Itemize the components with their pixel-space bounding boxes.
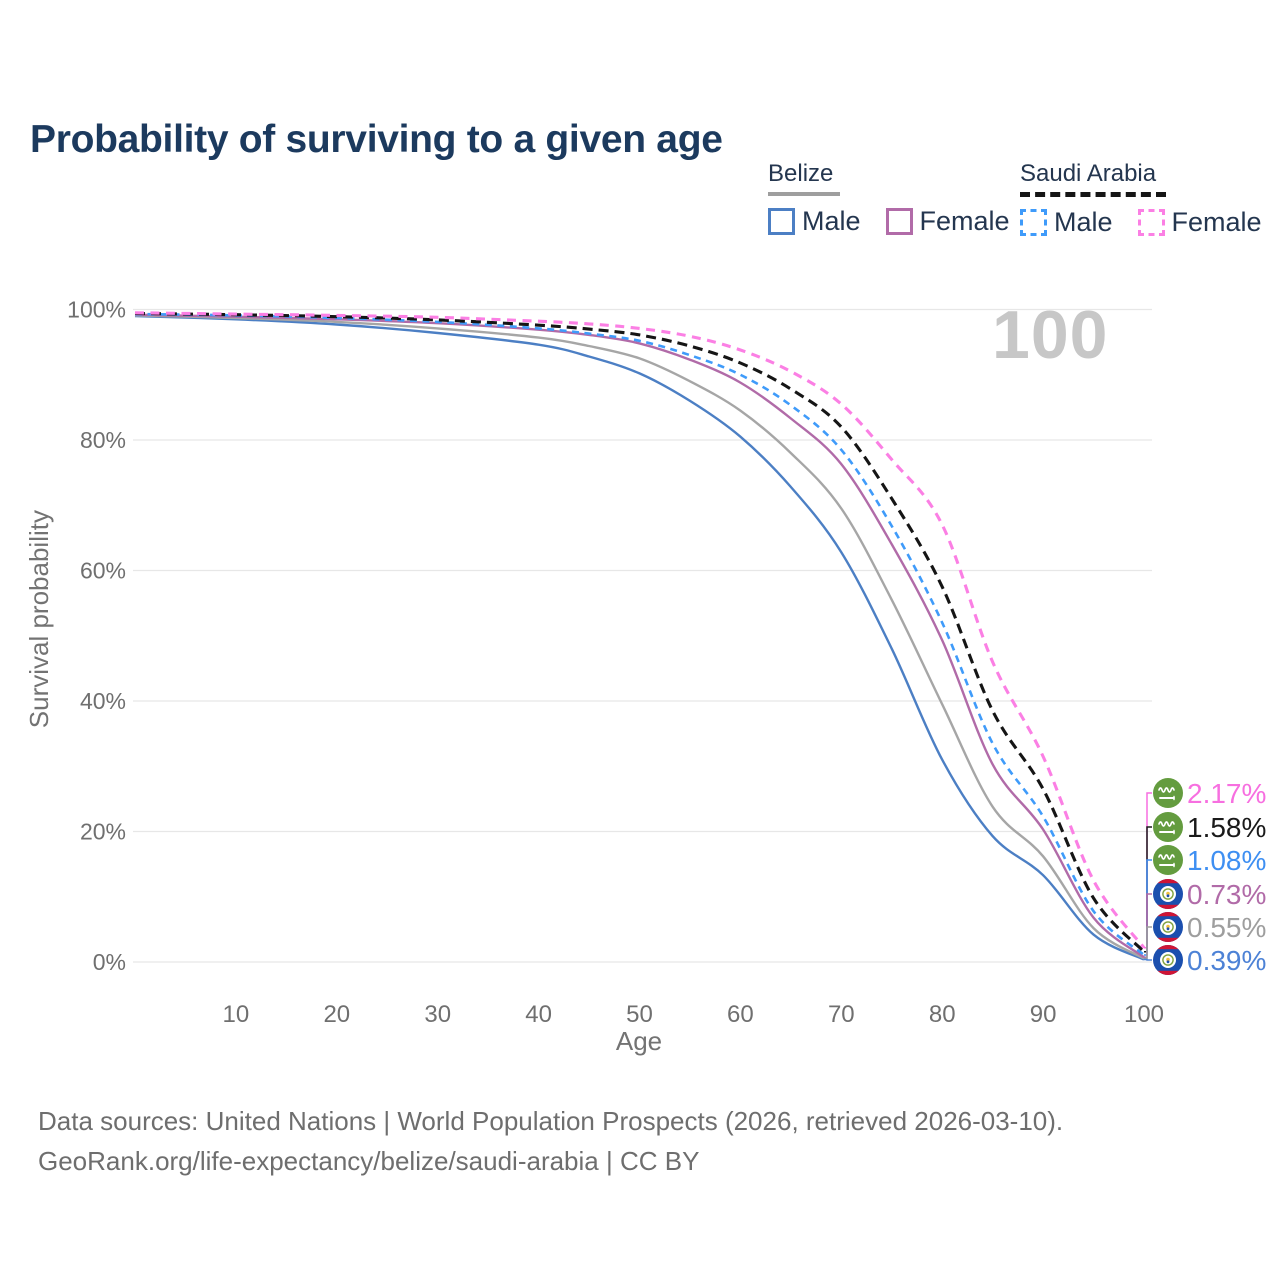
legend-group-belize: Belize Male Female	[768, 160, 1035, 237]
leader-line-belize-total	[1144, 926, 1152, 960]
survival-chart: 0% 20% 40% 60% 80% 100% 10 20 30 40 50 60 70 80 90 100 2…	[67, 297, 1266, 1057]
y-axis-tick-label: 80%	[80, 427, 126, 453]
end-value-label-belize-female: 0.73%	[1187, 879, 1266, 910]
legend-swatch-saudi-male	[1020, 209, 1047, 236]
legend-item-saudi-male[interactable]: Male	[1020, 207, 1113, 238]
legend-label-saudi-male: Male	[1054, 207, 1113, 237]
legend-country-belize: Belize	[768, 160, 834, 187]
legend-line-sample-belize	[768, 192, 840, 196]
flag-icon-belize	[1153, 912, 1183, 942]
leader-line-saudi-female	[1144, 792, 1152, 949]
y-axis-tick-label: 100%	[67, 297, 126, 323]
leader-line-belize-female	[1144, 893, 1152, 958]
end-value-label-saudi-female: 2.17%	[1187, 778, 1266, 809]
series-line-belize-female[interactable]	[134, 313, 1145, 959]
series-line-saudi-female[interactable]	[134, 311, 1146, 949]
legend-line-sample-saudi-arabia	[1020, 192, 1166, 197]
end-value-label-saudi-male: 1.08%	[1187, 845, 1266, 876]
x-axis-tick-label: 20	[323, 1001, 350, 1028]
legend-item-belize-male[interactable]: Male	[768, 206, 861, 237]
page-title: Probability of surviving to a given age	[30, 118, 723, 162]
x-axis-tick-label: 60	[727, 1001, 754, 1028]
legend-swatch-saudi-female	[1137, 209, 1165, 236]
flag-icon-belize	[1153, 879, 1183, 909]
legend-item-belize-female[interactable]: Female	[885, 206, 1010, 237]
legend-label-belize-female: Female	[919, 206, 1010, 236]
legend-label-saudi-female: Female	[1171, 207, 1262, 237]
end-value-label-saudi-total: 1.58%	[1187, 812, 1266, 843]
series-line-belize-male[interactable]	[134, 314, 1145, 961]
end-value-label-belize-male: 0.39%	[1187, 945, 1266, 976]
flag-icon-saudi-arabia	[1153, 778, 1183, 808]
x-axis-tick-label: 50	[626, 1001, 653, 1028]
legend-swatch-belize-female	[885, 208, 913, 235]
flag-icon-saudi-arabia	[1153, 845, 1183, 875]
end-value-label-belize-total: 0.55%	[1187, 912, 1266, 943]
legend-country-saudi-arabia: Saudi Arabia	[1020, 160, 1157, 187]
leader-line-saudi-male	[1144, 859, 1152, 956]
x-axis-tick-label: 70	[828, 1001, 855, 1028]
legend-label-belize-male: Male	[802, 206, 861, 236]
x-axis-tick-label: 90	[1030, 1001, 1057, 1028]
leader-line-saudi-total	[1144, 826, 1152, 953]
x-axis-tick-label: 10	[223, 1001, 250, 1028]
flag-icon-saudi-arabia	[1153, 812, 1183, 842]
leader-line-belize-male	[1144, 958, 1152, 961]
y-axis-tick-label: 0%	[93, 949, 126, 975]
data-sources-note: Data sources: United Nations | World Pop…	[38, 1106, 1064, 1136]
legend-swatch-belize-male	[768, 208, 795, 235]
y-axis-tick-label: 40%	[80, 688, 126, 714]
y-axis-tick-label: 60%	[80, 558, 126, 584]
legend-item-saudi-female[interactable]: Female	[1137, 207, 1262, 238]
legend-group-saudi-arabia: Saudi Arabia Male Female	[1020, 160, 1280, 238]
x-axis-tick-label: 100	[1124, 1001, 1164, 1028]
legend-items-saudi-arabia: Male Female	[1020, 207, 1280, 238]
x-axis-tick-label: 30	[424, 1001, 451, 1028]
series-line-saudi-total[interactable]	[134, 311, 1146, 953]
x-axis-tick-label: 40	[525, 1001, 552, 1028]
flag-icon-belize	[1153, 945, 1183, 975]
series-line-saudi-male[interactable]	[134, 312, 1145, 956]
legend-items-belize: Male Female	[768, 206, 1035, 237]
x-axis-tick-label: 80	[929, 1001, 956, 1028]
series-line-belize-total[interactable]	[134, 314, 1145, 960]
x-axis-title: Age	[616, 1026, 662, 1056]
attribution-note: GeoRank.org/life-expectancy/belize/saudi…	[38, 1146, 700, 1176]
y-axis-tick-label: 20%	[80, 819, 126, 845]
